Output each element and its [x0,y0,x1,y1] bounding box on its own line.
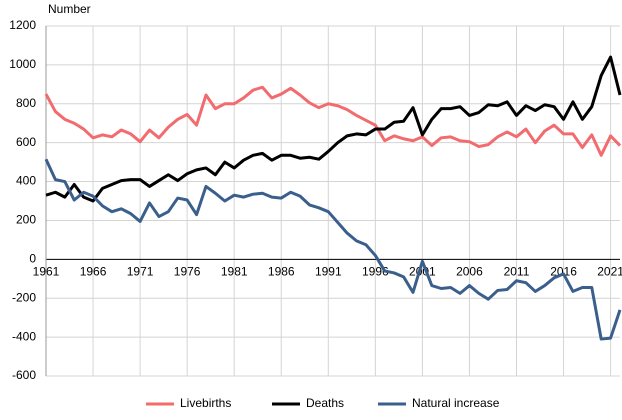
y-tick-label: 200 [16,213,36,227]
y-axis-label: Number [48,2,91,16]
y-tick-label: -600 [12,368,36,382]
x-tick-label: 1966 [80,265,107,279]
series-line [45,55,622,203]
x-tick-label: 2001 [409,265,436,279]
x-tick-label: 1976 [174,265,201,279]
legend-label: Deaths [306,396,344,410]
x-tick-label: 2011 [504,265,530,279]
x-tick-label: 1971 [127,265,154,279]
x-tick-label: 2021 [597,265,622,279]
y-tick-label: 1000 [9,57,36,71]
y-tick-label: -400 [12,329,36,343]
series-line [44,85,622,157]
legend-label: Natural increase [412,396,500,410]
y-tick-label: 600 [16,135,36,149]
y-tick-label: -200 [12,290,36,304]
x-tick-label: 2006 [456,265,483,279]
series-line [44,158,622,341]
x-tick-label: 1991 [315,265,342,279]
y-tick-label: 800 [16,96,36,110]
x-tick-label: 1986 [268,265,295,279]
y-tick-label: 400 [16,174,36,188]
y-tick-label: 0 [29,252,36,266]
x-tick-label: 1981 [221,265,248,279]
x-tick-label: 2016 [550,265,577,279]
y-tick-label: 1200 [9,18,36,32]
legend-label: Livebirths [180,396,231,410]
